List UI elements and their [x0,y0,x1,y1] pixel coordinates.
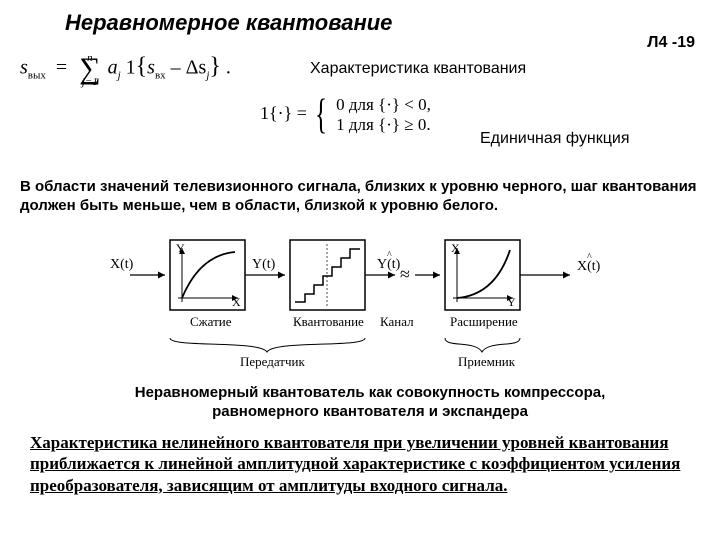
sym-one: 1 [126,56,136,78]
axis-y-3: Y [507,295,516,309]
sym-svx: s [147,56,155,78]
block-diagram: X(t) Y X Сжатие Y(t) Квантование ^ Y(t) … [80,230,640,380]
sym-aj: j [118,69,121,81]
axis-x-1: X [232,295,241,309]
sym-svx-sub: вх [155,69,166,81]
channel-label: Канал [380,314,414,329]
axis-y-1: Y [176,241,185,255]
box3-label: Расширение [450,314,518,329]
unit-lhs: 1{·} = [260,103,311,123]
xhat-label: X(t) [577,259,601,274]
brace-rx-icon [445,338,520,352]
case-one: 1 для {·} ≥ 0. [336,115,431,134]
sym-sub-out: вых [28,69,46,81]
tx-label: Передатчик [240,354,305,369]
channel-approx: ≈ [400,264,410,284]
page-title: Неравномерное квантование [65,10,392,36]
bottom-statement: Характеристика нелинейного квантователя … [30,432,700,496]
box1-label: Сжатие [190,314,232,329]
formula-output: sвых = n ∑ j=1 aj 1{sвх – Δsj} . [20,50,231,87]
y-of-t-label: Y(t) [252,257,276,272]
yhat-label: Y(t) [377,257,401,272]
sym-a: a [108,56,118,78]
sigma-icon: ∑ [79,64,100,74]
page-number: Л4 -19 [647,34,695,52]
sym-s: s [20,56,28,78]
brace-icon: { [315,97,327,133]
case-zero: 0 для {·} < 0, [336,95,431,114]
diagram-caption: Неравномерный квантователь как совокупно… [100,384,640,422]
box2-label: Квантование [293,314,364,329]
axis-x-3: X [451,241,460,255]
rx-label: Приемник [458,354,516,369]
box-quantizer [290,240,365,310]
formula-unit-step: 1{·} = { 0 для {·} < 0, 1 для {·} ≥ 0. [260,95,431,135]
body-paragraph: В области значений телевизионного сигнал… [20,178,705,216]
diag-input-label: X(t) [110,257,134,272]
brace-tx-icon [170,338,365,352]
label-unit-function: Единичная функция [480,130,629,148]
label-quantization: Характеристика квантования [310,60,526,78]
sym-minus: – Δs [166,56,207,78]
